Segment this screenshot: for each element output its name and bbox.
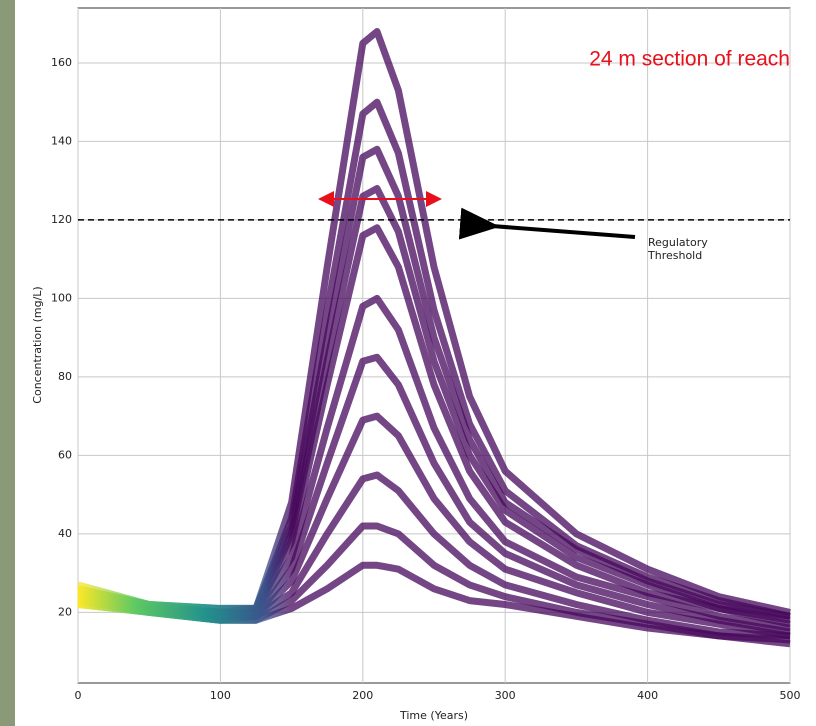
threshold-arrow bbox=[458, 207, 636, 240]
x-axis-label: Time (Years) bbox=[399, 709, 468, 722]
y-tick-label: 80 bbox=[58, 370, 72, 383]
x-tick-label: 400 bbox=[637, 689, 658, 702]
y-tick-label: 160 bbox=[51, 56, 72, 69]
y-axis-label: Concentration (mg/L) bbox=[31, 286, 44, 403]
x-tick-label: 200 bbox=[352, 689, 373, 702]
background-photo-strip bbox=[0, 0, 15, 726]
curves bbox=[77, 28, 791, 648]
concentration-curve bbox=[77, 561, 791, 648]
y-tick-label: 20 bbox=[58, 605, 72, 618]
x-tick-label: 500 bbox=[780, 689, 801, 702]
y-tick-label: 140 bbox=[51, 134, 72, 147]
y-tick-label: 40 bbox=[58, 527, 72, 540]
y-tick-label: 60 bbox=[58, 448, 72, 461]
x-tick-label: 100 bbox=[210, 689, 231, 702]
annotation: 24 m section of reach bbox=[589, 48, 790, 71]
x-tick-label: 300 bbox=[495, 689, 516, 702]
y-tick-label: 100 bbox=[51, 291, 72, 304]
y-tick-label: 120 bbox=[51, 213, 72, 226]
x-tick-label: 0 bbox=[75, 689, 82, 702]
threshold-label: Regulatory Threshold bbox=[647, 236, 708, 262]
